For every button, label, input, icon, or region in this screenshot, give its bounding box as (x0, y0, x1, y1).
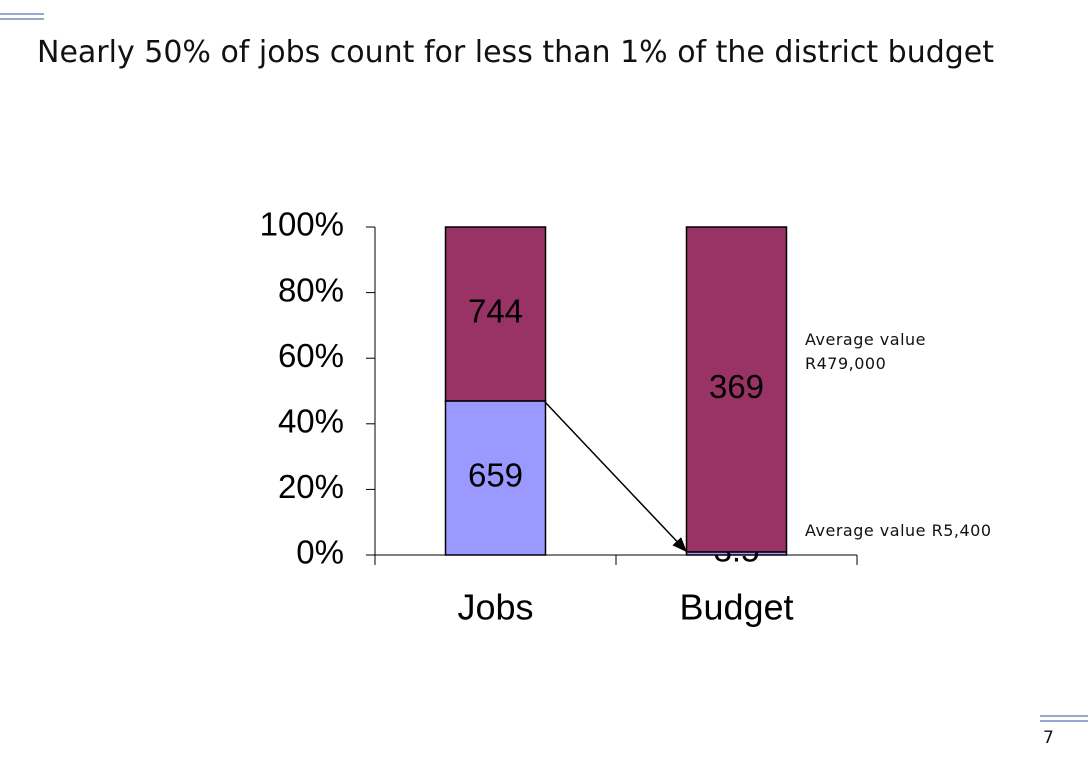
data-label: 659 (468, 457, 523, 494)
y-tick-label: 80% (278, 271, 344, 308)
bar-segment (444, 226, 547, 402)
x-tick-label: Budget (679, 587, 793, 628)
arrow (544, 401, 688, 553)
y-tick-label: 100% (260, 206, 344, 243)
page-number: 7 (1043, 728, 1054, 748)
x-tick-label: Jobs (457, 587, 533, 628)
y-tick-label: 60% (278, 337, 344, 374)
bar-segment (685, 226, 788, 553)
data-label: 744 (468, 293, 523, 330)
annotation: Average value R479,000 (805, 330, 926, 373)
data-label: 369 (709, 368, 764, 405)
annotation: Average value R5,400 (805, 521, 992, 540)
y-tick-label: 0% (296, 534, 344, 571)
slide-title: Nearly 50% of jobs count for less than 1… (37, 35, 995, 70)
bar-segment (444, 400, 547, 556)
y-tick-label: 40% (278, 403, 344, 440)
y-tick-label: 20% (278, 468, 344, 505)
